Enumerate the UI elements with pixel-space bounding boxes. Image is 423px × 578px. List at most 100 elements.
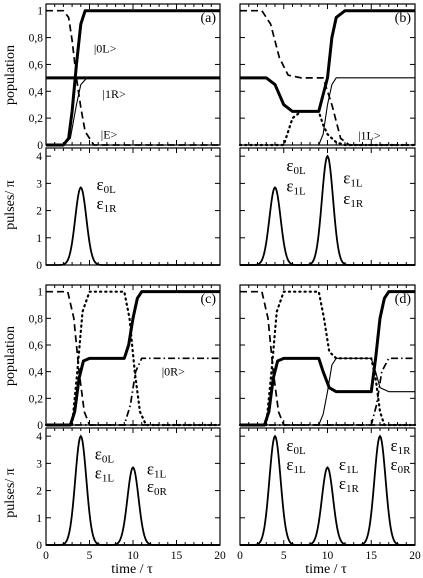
state-label: |0R> [162, 365, 185, 379]
population-tick-label: 0 [37, 140, 43, 152]
pulse-label: ε0L [286, 156, 306, 177]
x-tick-label: 10 [127, 550, 139, 562]
population-tick-label: 0,6 [29, 340, 44, 352]
pulse-tick-label: 2 [36, 486, 42, 498]
pulse-curve [240, 186, 415, 266]
x-axis-title-left: time / τ [111, 562, 153, 577]
population-curve-thick-solid [240, 9, 415, 113]
pulse-label-subscript: 0R [154, 486, 168, 498]
pulse-curve [240, 434, 415, 546]
population-curve-dotted [238, 290, 417, 427]
population-frame [45, 3, 221, 146]
pulse-label: ε0L [286, 436, 306, 457]
pulse-curve [46, 186, 220, 266]
state-label: |E> [101, 127, 118, 141]
population-curve-dashed [240, 9, 415, 146]
pulse-tick-label: 4 [36, 151, 42, 163]
population-curve-dashed [240, 290, 415, 426]
population-tick-label: 1 [37, 6, 43, 18]
pulse-tick-label: 0 [36, 540, 42, 552]
x-tick-label: 5 [87, 550, 93, 562]
pulse-tick-label: 3 [36, 178, 42, 190]
pulse-label: ε1L [343, 168, 363, 189]
pulse-curve [240, 154, 415, 266]
population-tick-label: 0 [37, 420, 43, 432]
population-curve-dash-dot [240, 357, 415, 426]
pulse-label-subscript: 1R [346, 483, 360, 495]
pulse-label: ε0L [95, 444, 115, 465]
pulse-label: ε1L [339, 455, 359, 476]
pulse-axis-title-bottom: pulses/ π [3, 468, 18, 517]
pulse-label-subscript: 1R [104, 203, 118, 215]
pulse-label: ε1R [339, 474, 360, 495]
pulse-frame [239, 427, 416, 546]
population-frame [239, 284, 416, 426]
pulse-label: ε1R [96, 194, 117, 215]
x-tick-label: 0 [237, 550, 243, 562]
pulse-label-subscript: 0L [294, 165, 307, 177]
x-tick-label: 10 [322, 550, 334, 562]
pulse-tick-label: 0 [36, 260, 42, 272]
state-label: |1L> [358, 129, 381, 143]
pulse-label: ε0L [96, 175, 116, 196]
population-tick-label: 1 [37, 287, 43, 299]
pulse-label-subscript: 1L [294, 186, 307, 198]
pulse-label: ε1L [286, 177, 306, 198]
x-tick-label: 20 [409, 550, 421, 562]
pulse-label-subscript: 1L [154, 468, 167, 480]
population-tick-label: 0,8 [29, 313, 44, 325]
population-curve-dash-dot [46, 357, 220, 426]
pulse-frame [45, 427, 221, 546]
population-curve-thin-solid [240, 77, 415, 146]
population-tick-label: 0,6 [29, 59, 44, 71]
population-curve-thick-solid [240, 290, 415, 427]
state-label: |0L> [94, 41, 117, 55]
population-tick-label: 0,2 [29, 393, 44, 405]
population-tick-label: 0,4 [29, 86, 44, 98]
pulse-tick-label: 3 [36, 458, 42, 470]
pulse-label-subscript: 1R [398, 445, 412, 457]
population-curve-dotted [44, 290, 222, 427]
x-tick-label: 5 [281, 550, 287, 562]
pulse-label: ε0R [391, 455, 412, 476]
population-tick-label: 0,2 [29, 113, 44, 125]
state-label: |1R> [103, 87, 126, 101]
pulse-axis-title-top: pulses/ π [3, 180, 18, 229]
pulse-curve [240, 434, 415, 546]
x-tick-label: 0 [43, 550, 49, 562]
x-tick-label: 15 [366, 550, 378, 562]
pulse-tick-label: 2 [36, 206, 42, 218]
pulse-label: ε1R [343, 189, 364, 210]
pulse-label-subscript: 1L [294, 464, 307, 476]
plot-area: 00,20,40,60,81 (a)|0L>|1R>|E>01234ε0Lε1R(… [29, 3, 421, 562]
pulse-label-subscript: 0R [398, 464, 412, 476]
panel-label: (b) [395, 11, 412, 26]
x-tick-label: 20 [214, 550, 226, 562]
pulse-label: ε1R [391, 436, 412, 457]
pulse-tick-label: 1 [36, 513, 42, 525]
population-curve-dotted [238, 110, 417, 147]
pulse-label-subscript: 1L [102, 472, 115, 484]
pulse-label-subscript: 1R [350, 198, 364, 210]
pulse-label: ε1L [95, 463, 115, 484]
pulse-tick-label: 1 [36, 233, 42, 245]
population-axis-title-top: population [3, 45, 18, 105]
population-curve-thin-solid [46, 77, 220, 146]
pulse-label-subscript: 0L [104, 184, 117, 196]
pulse-curve [46, 434, 220, 546]
population-axis-title-bottom: population [3, 326, 18, 386]
pulse-label-subscript: 0L [102, 453, 115, 465]
pulse-label-subscript: 1L [350, 177, 363, 189]
pulse-label: ε1L [286, 455, 306, 476]
pulse-label-subscript: 0L [294, 445, 307, 457]
pulse-tick-label: 4 [36, 431, 42, 443]
population-curve-thin-solid [240, 357, 415, 426]
pulse-label-subscript: 1L [346, 464, 359, 476]
pulse-curve [46, 466, 220, 546]
panel-label: (c) [200, 292, 216, 307]
population-tick-label: 0,8 [29, 33, 44, 45]
